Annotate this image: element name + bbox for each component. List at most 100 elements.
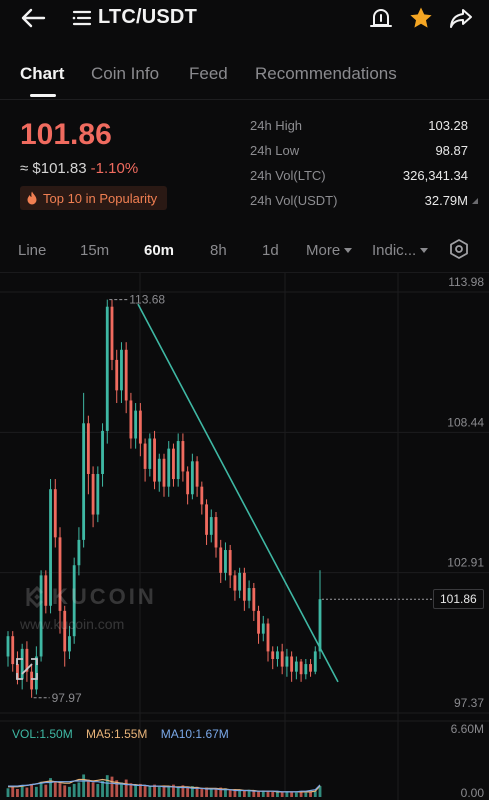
candle-body: [314, 651, 317, 671]
volume-bar: [59, 783, 62, 797]
candle: [120, 342, 123, 403]
candle: [115, 350, 118, 403]
volume-bar: [35, 787, 38, 797]
popularity-badge[interactable]: Top 10 in Popularity: [20, 186, 167, 210]
volume-bar: [106, 775, 109, 797]
candle: [285, 649, 288, 677]
tab-feed[interactable]: Feed: [189, 64, 228, 84]
volume-bar: [215, 789, 218, 797]
last-price: 101.86: [20, 118, 112, 152]
volume-bar: [101, 781, 104, 797]
volume-bar: [281, 792, 284, 797]
volume-bar: [167, 786, 170, 797]
volume-bar: [82, 774, 85, 797]
volume-bar: [271, 792, 274, 797]
candle-body: [219, 547, 222, 572]
chevron-down-icon: [420, 248, 428, 253]
star-icon[interactable]: [408, 5, 434, 31]
candle-body: [205, 504, 208, 534]
volume-bar: [25, 788, 28, 797]
pair-title[interactable]: LTC/USDT: [98, 6, 197, 29]
candle-body: [295, 662, 298, 672]
price-tick-label: 102.91: [447, 556, 484, 570]
tf-60m[interactable]: 60m: [144, 242, 174, 259]
candle-body: [238, 573, 241, 591]
candle: [262, 616, 265, 641]
candle: [96, 466, 99, 522]
candle-body: [243, 573, 246, 601]
candle: [63, 606, 66, 667]
candle-body: [106, 307, 109, 431]
candle-body: [125, 350, 128, 401]
candle-body: [229, 550, 232, 575]
price-fiat-line: ≈ $101.83 -1.10%: [20, 160, 138, 177]
candle-body: [77, 540, 80, 565]
candle: [172, 444, 175, 487]
timeframe-bar: Line 15m 60m 8h 1d More Indic...: [0, 234, 489, 268]
candle-body: [300, 662, 303, 675]
volume-bar: [257, 791, 260, 797]
volume-bar: [144, 785, 147, 797]
candle-body: [139, 411, 142, 444]
stat-24h-vol-ltc: 24h Vol(LTC) 326,341.34: [250, 168, 472, 193]
kucoin-logo-icon: [20, 584, 46, 610]
candle: [229, 545, 232, 588]
candle-body: [7, 636, 10, 656]
candle-body: [134, 411, 137, 439]
stat-24h-low: 24h Low 98.87: [250, 143, 472, 168]
candle: [148, 433, 151, 476]
candle-body: [290, 656, 293, 671]
candle: [7, 631, 10, 666]
volume-legend: VOL:1.50M MA5:1.55M MA10:1.67M: [12, 727, 239, 741]
volume-bar: [11, 786, 14, 797]
candle: [295, 656, 298, 679]
main-tabs: Chart Coin Info Feed Recommendations: [0, 58, 489, 100]
arrow-left-icon[interactable]: [18, 5, 48, 31]
tf-15m[interactable]: 15m: [80, 242, 109, 259]
candle: [200, 482, 203, 515]
legend-ma10: MA10:1.67M: [161, 727, 229, 741]
candle: [186, 466, 189, 504]
candle-body: [54, 489, 57, 537]
list-icon[interactable]: [72, 8, 92, 28]
candlestick-chart[interactable]: 113.98 108.44 102.91 97.37 113.68 97.97 6.60M 0…: [0, 273, 489, 800]
alert-bell-icon[interactable]: [368, 5, 394, 31]
candle: [167, 441, 170, 497]
tab-coin-info[interactable]: Coin Info: [91, 64, 159, 84]
candle-body: [172, 449, 175, 479]
candle: [139, 403, 142, 456]
candle: [82, 393, 85, 548]
volume-bar: [177, 787, 180, 797]
share-icon[interactable]: [448, 5, 474, 31]
candle: [163, 454, 166, 497]
candle: [101, 423, 104, 486]
24h-stats: 24h High 103.28 24h Low 98.87 24h Vol(LT…: [250, 118, 472, 218]
low-marker-label: 97.97: [52, 691, 82, 705]
candle-body: [111, 307, 114, 360]
tf-1d[interactable]: 1d: [262, 242, 279, 259]
candle-body: [186, 471, 189, 494]
popularity-badge-label: Top 10 in Popularity: [43, 191, 157, 206]
tf-line[interactable]: Line: [18, 242, 46, 259]
expand-icon[interactable]: [14, 656, 40, 682]
candle-body: [148, 439, 151, 469]
legend-ma5: MA5:1.55M: [86, 727, 147, 741]
volume-bar: [87, 780, 90, 797]
tab-chart[interactable]: Chart: [20, 64, 64, 84]
candle-body: [92, 474, 95, 515]
candle: [309, 659, 312, 677]
indicators-dropdown[interactable]: Indic...: [372, 242, 428, 259]
tab-recommendations[interactable]: Recommendations: [255, 64, 397, 84]
tf-more-dropdown[interactable]: More: [306, 242, 352, 259]
tf-8h[interactable]: 8h: [210, 242, 227, 259]
volume-bar: [7, 788, 10, 797]
candle: [233, 570, 236, 600]
candle: [304, 659, 307, 679]
candle: [267, 618, 270, 661]
candle: [243, 568, 246, 611]
candle-body: [271, 651, 274, 659]
candle-body: [87, 423, 90, 474]
volume-bar: [267, 791, 270, 797]
stat-24h-vol-usdt[interactable]: 24h Vol(USDT) 32.79M: [250, 193, 472, 218]
settings-hexagon-icon[interactable]: [448, 238, 470, 260]
